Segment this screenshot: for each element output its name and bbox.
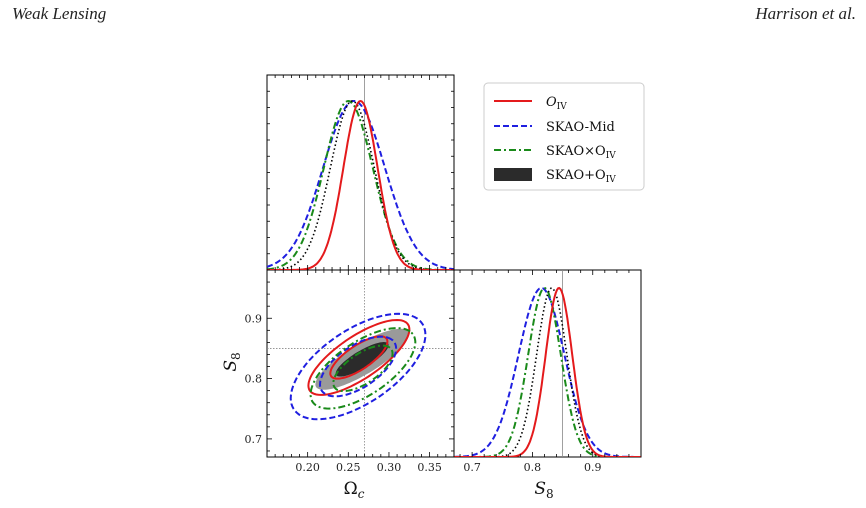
y-axis-label-s8: S8 <box>221 352 243 371</box>
contour-skao-mid-1sigma <box>318 335 398 398</box>
svg-text:OIV: OIV <box>546 95 567 112</box>
legend-entry-skao-cross-o-iv: SKAO×OIV <box>494 144 616 161</box>
marginal-omega-c-o-iv <box>267 99 454 270</box>
svg-text:SKAO×OIV: SKAO×OIV <box>546 144 616 161</box>
running-header-left: Weak Lensing <box>12 4 107 23</box>
s8-marginal-curves <box>454 270 641 457</box>
tick-label-omega-c: 0.35 <box>417 461 442 474</box>
tick-label-s8-x: 0.7 <box>463 461 481 474</box>
omega-c-marginal-curves <box>267 75 454 270</box>
panel-s8-marginal <box>453 269 642 458</box>
tick-label-s8-y: 0.7 <box>245 433 263 446</box>
legend-entry-skao-mid: SKAO-Mid <box>494 120 615 135</box>
tick-label-s8-y: 0.8 <box>245 373 263 386</box>
contour-o-iv-2sigma <box>307 318 411 396</box>
marginal-s8-skao-mid <box>454 286 641 457</box>
joint-contour-curves <box>267 270 454 457</box>
marginal-s8-combined <box>454 287 641 457</box>
svg-text:SKAO-Mid: SKAO-Mid <box>546 120 615 135</box>
legend-entry-skao-plus-o-iv: SKAO+OIV <box>494 168 616 185</box>
axis-ticks: 0.20 0.25 0.30 0.35 0.7 0.7 0.8 0.8 0.9 0.9 <box>245 75 642 474</box>
legend-frame <box>483 82 645 191</box>
tick-label-omega-c: 0.30 <box>377 461 402 474</box>
tick-label-omega-c: 0.25 <box>336 461 361 474</box>
running-header-right: Harrison et al. <box>755 4 856 23</box>
contour-skao-mid-2sigma <box>289 312 427 421</box>
marginal-omega-c-combined <box>267 100 454 270</box>
legend: OIV SKAO-Mid SKAO×OIV SKAO+OIV <box>483 82 645 191</box>
marginal-omega-c-cross <box>267 99 454 270</box>
contour-skao-plus-o-iv-1sigma <box>335 342 389 377</box>
x-axis-label-omega-c: Ωc <box>344 479 365 501</box>
svg-text:SKAO+OIV: SKAO+OIV <box>546 168 616 185</box>
tick-label-s8-y: 0.9 <box>245 312 263 325</box>
tick-label-omega-c: 0.20 <box>295 461 320 474</box>
legend-entry-o-iv: OIV <box>494 95 567 112</box>
marginal-s8-o-iv <box>454 286 641 457</box>
x-axis-label-s8: S8 <box>534 479 553 501</box>
contour-cross-2sigma <box>309 327 417 410</box>
marginal-omega-c-skao-mid <box>267 100 454 270</box>
tick-label-s8-x: 0.8 <box>524 461 542 474</box>
tick-label-s8-x: 0.9 <box>584 461 602 474</box>
contour-cross-1sigma <box>332 344 394 393</box>
marginal-s8-cross <box>454 287 641 457</box>
